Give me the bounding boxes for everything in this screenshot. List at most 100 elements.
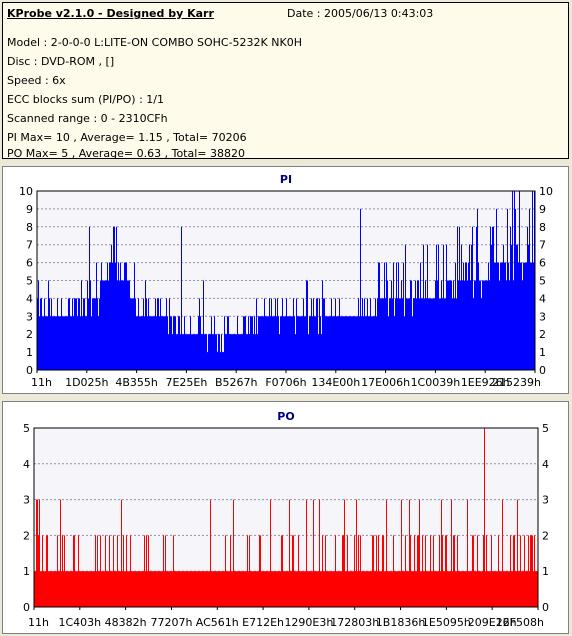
data-bar bbox=[187, 571, 188, 607]
data-bar bbox=[397, 571, 398, 607]
data-bar bbox=[79, 298, 80, 370]
data-bar bbox=[462, 280, 463, 370]
data-bar bbox=[296, 298, 297, 370]
data-bar bbox=[212, 571, 213, 607]
data-bar bbox=[483, 535, 484, 607]
x-tick-label: 209E16h bbox=[468, 616, 517, 629]
data-bar bbox=[168, 334, 169, 370]
data-bar bbox=[230, 334, 231, 370]
data-bar bbox=[351, 316, 352, 370]
data-bar bbox=[329, 571, 330, 607]
data-bar bbox=[205, 571, 206, 607]
data-bar bbox=[326, 571, 327, 607]
y-tick-label-right: 2 bbox=[539, 328, 546, 341]
data-bar bbox=[412, 571, 413, 607]
data-bar bbox=[193, 334, 194, 370]
data-bar bbox=[316, 298, 317, 370]
data-bar bbox=[163, 316, 164, 370]
data-bar bbox=[113, 535, 114, 607]
x-tick-label: 134E00h bbox=[311, 376, 360, 389]
data-bar bbox=[176, 571, 177, 607]
data-bar bbox=[126, 535, 127, 607]
data-bar bbox=[215, 334, 216, 370]
data-bar bbox=[171, 571, 172, 607]
data-bar bbox=[283, 571, 284, 607]
data-bar bbox=[191, 334, 192, 370]
data-bar bbox=[448, 571, 449, 607]
data-bar bbox=[501, 571, 502, 607]
data-bar bbox=[66, 316, 67, 370]
data-bar bbox=[289, 499, 290, 607]
data-bar bbox=[413, 298, 414, 370]
data-bar bbox=[374, 571, 375, 607]
data-bar bbox=[97, 535, 98, 607]
data-bar bbox=[493, 571, 494, 607]
data-bar bbox=[99, 571, 100, 607]
data-bar bbox=[240, 571, 241, 607]
data-bar bbox=[454, 298, 455, 370]
data-bar bbox=[524, 535, 525, 607]
data-bar bbox=[147, 571, 148, 607]
data-bar bbox=[311, 298, 312, 370]
data-bar bbox=[181, 571, 182, 607]
data-bar bbox=[378, 535, 379, 607]
data-bar bbox=[134, 262, 135, 370]
data-bar bbox=[360, 535, 361, 607]
data-bar bbox=[294, 316, 295, 370]
data-bar bbox=[284, 571, 285, 607]
y-tick-label-right: 2 bbox=[542, 529, 549, 542]
data-bar bbox=[316, 571, 317, 607]
data-bar bbox=[236, 571, 237, 607]
data-bar bbox=[276, 571, 277, 607]
data-bar bbox=[374, 316, 375, 370]
data-bar bbox=[526, 571, 527, 607]
data-bar bbox=[113, 226, 114, 370]
data-bar bbox=[110, 571, 111, 607]
data-bar bbox=[124, 262, 125, 370]
data-bar bbox=[393, 262, 394, 370]
data-bar bbox=[133, 571, 134, 607]
y-tick-label-left: 10 bbox=[19, 185, 33, 198]
data-bar bbox=[103, 280, 104, 370]
data-bar bbox=[153, 316, 154, 370]
y-tick-label-left: 3 bbox=[26, 310, 33, 323]
data-bar bbox=[456, 298, 457, 370]
data-bar bbox=[424, 298, 425, 370]
data-bar bbox=[76, 298, 77, 370]
data-bar bbox=[528, 535, 529, 607]
data-bar bbox=[293, 535, 294, 607]
data-bar bbox=[258, 571, 259, 607]
data-bar bbox=[465, 571, 466, 607]
data-bar bbox=[410, 535, 411, 607]
data-bar bbox=[500, 262, 501, 370]
data-spike bbox=[270, 499, 271, 607]
data-bar bbox=[109, 535, 110, 607]
data-bar bbox=[469, 244, 470, 370]
data-bar bbox=[347, 316, 348, 370]
data-bar bbox=[375, 571, 376, 607]
data-bar bbox=[530, 262, 531, 370]
data-bar bbox=[165, 316, 166, 370]
data-bar bbox=[204, 334, 205, 370]
data-bar bbox=[370, 298, 371, 370]
data-bar bbox=[409, 298, 410, 370]
data-bar bbox=[518, 262, 519, 370]
data-bar bbox=[349, 316, 350, 370]
data-bar bbox=[407, 298, 408, 370]
data-bar bbox=[516, 244, 517, 370]
data-bar bbox=[189, 571, 190, 607]
data-bar bbox=[350, 571, 351, 607]
data-bar bbox=[222, 352, 223, 370]
data-bar bbox=[101, 571, 102, 607]
data-spike bbox=[441, 499, 442, 607]
y-tick-label-right: 5 bbox=[539, 275, 546, 288]
data-bar bbox=[453, 280, 454, 370]
data-bar bbox=[261, 316, 262, 370]
data-bar bbox=[166, 571, 167, 607]
data-bar bbox=[334, 316, 335, 370]
app-title: KProbe v2.1.0 - Designed by Karr bbox=[7, 7, 214, 20]
data-bar bbox=[97, 298, 98, 370]
data-bar bbox=[219, 571, 220, 607]
data-bar bbox=[96, 571, 97, 607]
data-bar bbox=[212, 334, 213, 370]
